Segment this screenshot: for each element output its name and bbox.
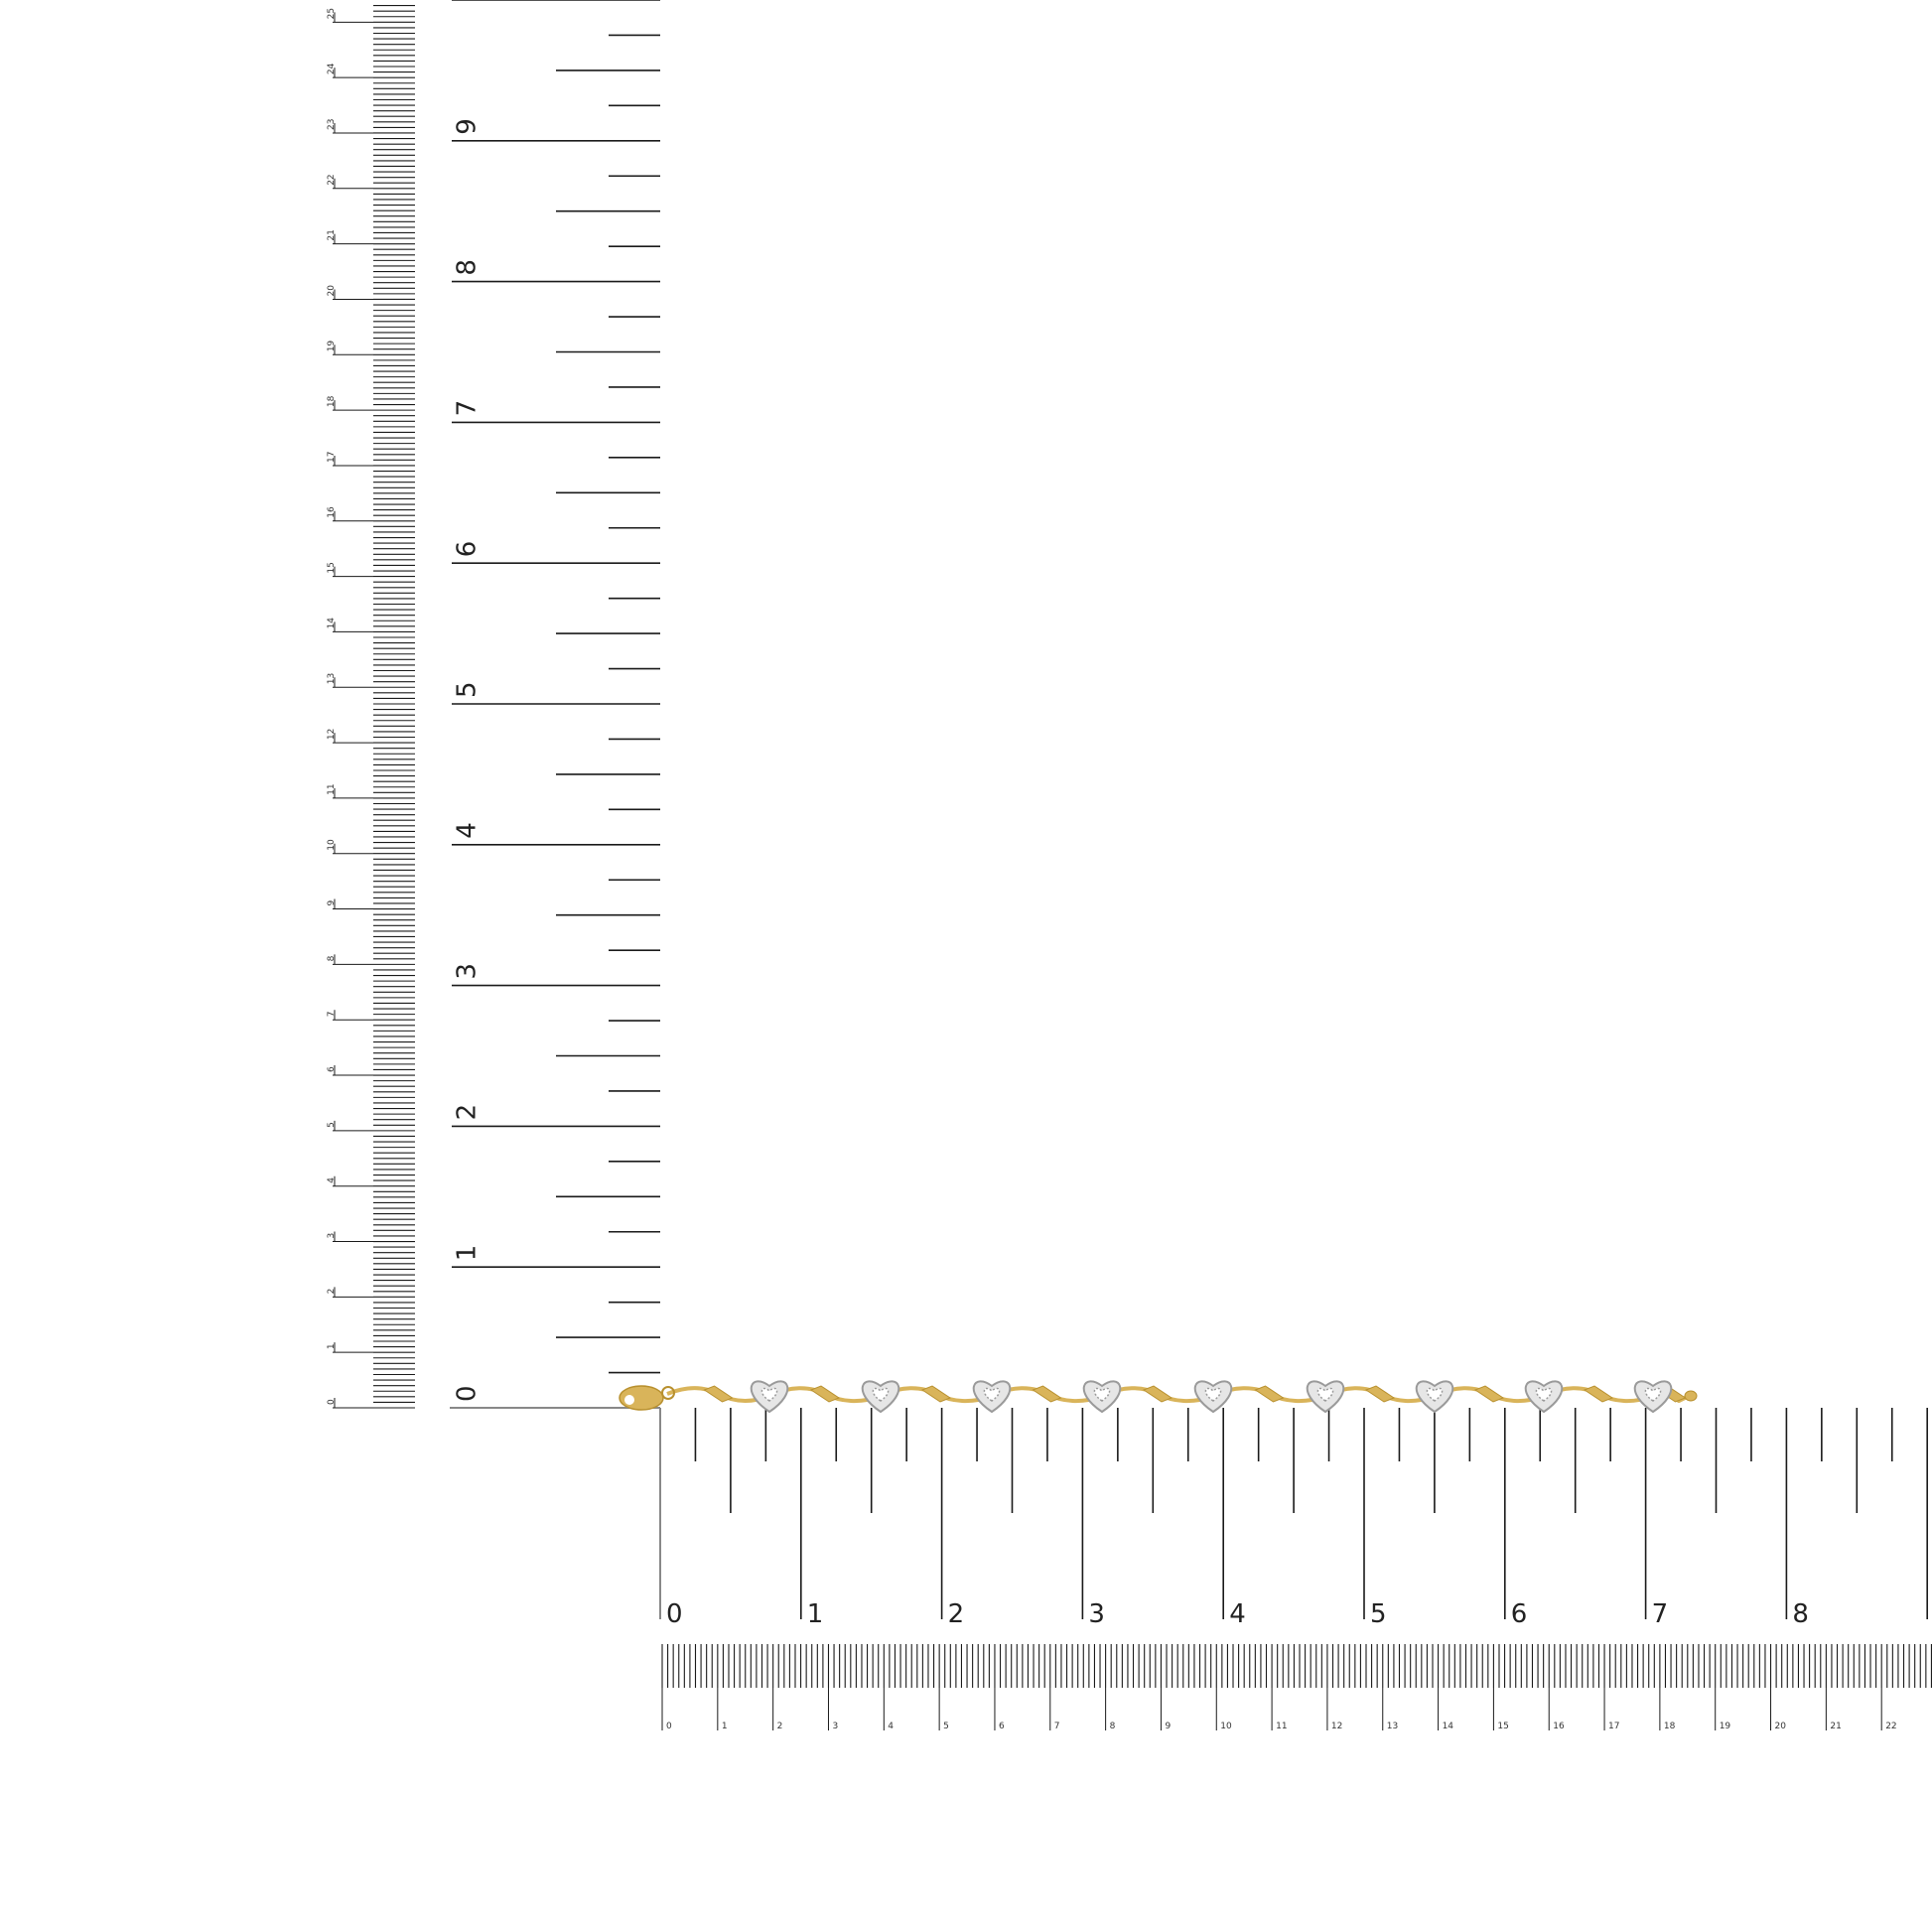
cm-label: 9	[1165, 1722, 1171, 1731]
vertical-inch-ruler: 0 1 2 3 4 5 6 7 8 9	[450, 0, 660, 1409]
inch-label: 6	[452, 541, 482, 558]
cm-label: 3	[832, 1722, 838, 1731]
vertical-cm-ruler: 0123456789101112131415161718192021222324…	[327, 5, 415, 1409]
twist-link	[1364, 1385, 1396, 1403]
heart-charm-opening	[1426, 1387, 1444, 1402]
inch-label: 8	[452, 259, 482, 276]
heart-charm-opening	[1644, 1387, 1662, 1402]
end-cap	[1684, 1390, 1698, 1402]
heart-charm-opening	[872, 1387, 890, 1402]
cm-label: 15	[1497, 1722, 1508, 1731]
inch-label: 0	[452, 1385, 482, 1402]
cm-label: 5	[943, 1722, 949, 1731]
inch-label: 4	[452, 822, 482, 839]
inch-label: 4	[1229, 1599, 1246, 1629]
twist-link	[1473, 1385, 1505, 1403]
bracelet	[619, 1380, 1698, 1414]
twist-link	[703, 1385, 734, 1403]
cm-label: 22	[327, 174, 337, 185]
cm-label: 23	[327, 119, 337, 130]
heart-charm-opening	[983, 1387, 1001, 1402]
inch-label: 2	[452, 1104, 482, 1121]
cm-label: 13	[1387, 1722, 1398, 1731]
twist-link	[1254, 1385, 1285, 1403]
cm-label: 24	[327, 63, 337, 74]
jump-ring	[661, 1386, 675, 1400]
cm-label: 22	[1885, 1722, 1896, 1731]
heart-charm-opening	[1093, 1387, 1111, 1402]
twist-link	[1142, 1385, 1173, 1403]
cm-label: 12	[1331, 1722, 1342, 1731]
cm-label: 2	[327, 1289, 337, 1295]
inch-label: 3	[452, 963, 482, 980]
cm-label: 18	[1664, 1722, 1676, 1731]
cm-label: 7	[1054, 1722, 1060, 1731]
inch-label: 7	[1652, 1599, 1669, 1629]
inch-label: 6	[1511, 1599, 1528, 1629]
inch-label: 5	[1370, 1599, 1387, 1629]
cm-label: 17	[327, 451, 337, 462]
cm-label: 4	[327, 1177, 337, 1183]
cm-label: 10	[327, 839, 337, 851]
cm-label: 19	[327, 341, 337, 352]
cm-label: 2	[777, 1722, 783, 1731]
cm-label: 7	[327, 1011, 337, 1017]
cm-label: 14	[327, 618, 337, 629]
cm-label: 16	[1553, 1722, 1565, 1731]
inch-label: 8	[1792, 1599, 1809, 1629]
cm-label: 11	[327, 783, 337, 794]
cm-label: 20	[327, 285, 337, 297]
twist-link	[1032, 1385, 1062, 1403]
cm-label: 21	[327, 229, 337, 240]
inch-label: 7	[452, 400, 482, 417]
inch-label: 3	[1088, 1599, 1105, 1629]
heart-charm-opening	[1535, 1387, 1553, 1402]
cm-label: 10	[1220, 1722, 1232, 1731]
inch-label: 1	[807, 1599, 824, 1629]
cm-label: 6	[327, 1066, 337, 1072]
cm-label: 16	[327, 506, 337, 518]
cm-label: 1	[327, 1343, 337, 1349]
cm-label: 18	[327, 395, 337, 407]
cm-label: 5	[327, 1122, 337, 1128]
cm-label: 3	[327, 1233, 337, 1239]
cm-label: 1	[722, 1722, 728, 1731]
heart-charm-opening	[1204, 1387, 1222, 1402]
cm-label: 14	[1443, 1722, 1454, 1731]
cm-label: 8	[327, 955, 337, 961]
cm-label: 0	[666, 1722, 672, 1731]
inch-label: 5	[452, 681, 482, 698]
cm-label: 13	[327, 673, 337, 684]
cm-label: 0	[327, 1399, 337, 1405]
clasp-opening	[624, 1395, 634, 1405]
cm-label: 20	[1775, 1722, 1787, 1731]
cm-label: 25	[327, 8, 337, 19]
cm-label: 19	[1720, 1722, 1731, 1731]
cm-label: 9	[327, 900, 337, 906]
inch-label: 9	[452, 118, 482, 135]
horizontal-inch-ruler: 0 1 2 3 4 5 6 7 8	[659, 1408, 1928, 1629]
cm-label: 11	[1276, 1722, 1287, 1731]
cm-label: 8	[1110, 1722, 1116, 1731]
inch-label: 1	[452, 1245, 482, 1262]
twist-link	[809, 1385, 841, 1403]
heart-charm-opening	[760, 1387, 778, 1402]
cm-label: 6	[999, 1722, 1005, 1731]
cm-label: 21	[1830, 1722, 1841, 1731]
horizontal-cm-ruler: 0 1 2 3 4 5 6 7 8 9 10 11 12 13 14 15 16 17 18 19 20 21 22	[661, 1644, 1932, 1731]
twist-link	[920, 1385, 952, 1403]
cm-label: 17	[1608, 1722, 1619, 1731]
heart-charm-opening	[1316, 1387, 1334, 1402]
cm-label: 15	[327, 562, 337, 573]
twist-link	[1583, 1385, 1614, 1403]
cm-label: 4	[888, 1722, 894, 1731]
inch-label: 0	[666, 1599, 683, 1629]
cm-label: 12	[327, 729, 337, 740]
inch-label: 2	[948, 1599, 965, 1629]
